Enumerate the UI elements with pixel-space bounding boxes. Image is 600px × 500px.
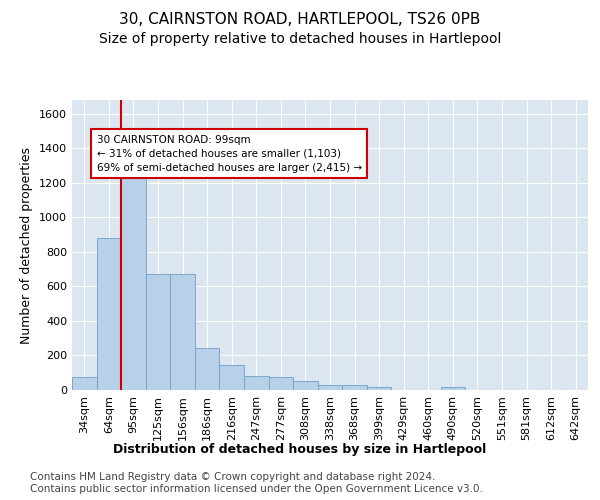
Bar bbox=[72, 377, 97, 390]
Text: 30 CAIRNSTON ROAD: 99sqm
← 31% of detached houses are smaller (1,103)
69% of sem: 30 CAIRNSTON ROAD: 99sqm ← 31% of detach… bbox=[97, 134, 362, 172]
Bar bbox=[342, 386, 367, 390]
Bar bbox=[97, 238, 121, 390]
Text: Size of property relative to detached houses in Hartlepool: Size of property relative to detached ho… bbox=[99, 32, 501, 46]
Text: Contains HM Land Registry data © Crown copyright and database right 2024.
Contai: Contains HM Land Registry data © Crown c… bbox=[30, 472, 483, 494]
Bar bbox=[146, 274, 170, 390]
Bar bbox=[318, 385, 342, 390]
Bar bbox=[269, 377, 293, 390]
Bar bbox=[440, 388, 465, 390]
Bar bbox=[220, 365, 244, 390]
Bar bbox=[195, 348, 220, 390]
Bar bbox=[293, 382, 318, 390]
Bar bbox=[121, 162, 146, 390]
Text: Distribution of detached houses by size in Hartlepool: Distribution of detached houses by size … bbox=[113, 442, 487, 456]
Text: 30, CAIRNSTON ROAD, HARTLEPOOL, TS26 0PB: 30, CAIRNSTON ROAD, HARTLEPOOL, TS26 0PB bbox=[119, 12, 481, 28]
Bar bbox=[367, 388, 391, 390]
Bar bbox=[244, 376, 269, 390]
Bar bbox=[170, 274, 195, 390]
Y-axis label: Number of detached properties: Number of detached properties bbox=[20, 146, 34, 344]
